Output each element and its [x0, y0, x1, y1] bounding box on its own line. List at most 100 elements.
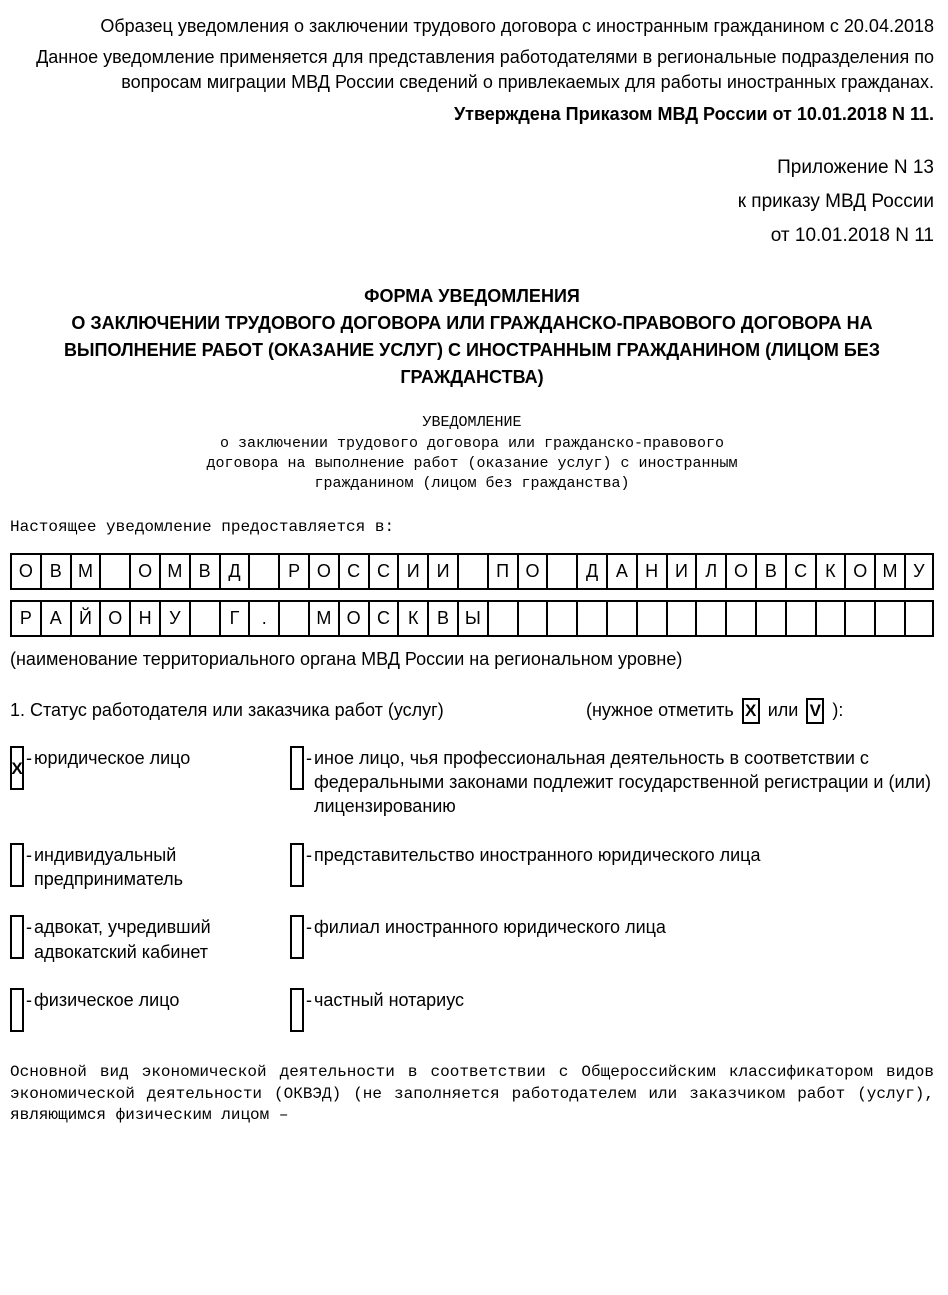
- grid-cell: Й: [70, 600, 100, 637]
- grid-cell: Д: [219, 553, 249, 590]
- grid-cell: [278, 600, 308, 637]
- grid-cell: М: [159, 553, 189, 590]
- grid-cell: [487, 600, 517, 637]
- footer-text: Основной вид экономической деятельности …: [10, 1062, 934, 1127]
- status-left: -индивидуальный предприниматель: [10, 843, 290, 892]
- grid-cell: [546, 600, 576, 637]
- sub-title: УВЕДОМЛЕНИЕ о заключении трудового догов…: [10, 413, 934, 494]
- grid-cell: О: [725, 553, 755, 590]
- status-right: -представительство иностранного юридичес…: [290, 843, 934, 887]
- grid-cell: М: [874, 553, 904, 590]
- status-right-label: -представительство иностранного юридичес…: [306, 843, 761, 867]
- grid-cell: С: [368, 553, 398, 590]
- form-title-l2: О ЗАКЛЮЧЕНИИ ТРУДОВОГО ДОГОВОРА ИЛИ ГРАЖ…: [10, 310, 934, 391]
- grid-cell: М: [70, 553, 100, 590]
- grid-cell: Н: [129, 600, 159, 637]
- grid-cell: Д: [576, 553, 606, 590]
- appendix-l2: к приказу МВД России: [10, 185, 934, 219]
- form-title: ФОРМА УВЕДОМЛЕНИЯ О ЗАКЛЮЧЕНИИ ТРУДОВОГО…: [10, 283, 934, 391]
- grid-cell: К: [815, 553, 845, 590]
- status-checkbox[interactable]: [290, 988, 304, 1032]
- status-left: X-юридическое лицо: [10, 746, 290, 790]
- status-right-label: -частный нотариус: [306, 988, 464, 1012]
- status-right: -филиал иностранного юридического лица: [290, 915, 934, 959]
- status-row: -физическое лицо -частный нотариус: [10, 988, 934, 1032]
- status-checkbox[interactable]: [10, 988, 24, 1032]
- mark-v-sample: V: [806, 698, 824, 724]
- cell-row-2: РАЙОНУГ.МОСКВЫ: [10, 600, 934, 637]
- grid-cell: [606, 600, 636, 637]
- section-1-label: 1. Статус работодателя или заказчика раб…: [10, 698, 934, 724]
- header-line-1: Образец уведомления о заключении трудово…: [10, 14, 934, 39]
- status-right-label: -филиал иностранного юридического лица: [306, 915, 666, 939]
- status-checkbox[interactable]: [290, 915, 304, 959]
- grid-cell: [874, 600, 904, 637]
- section-1-hint: (нужное отметить: [586, 698, 734, 723]
- grid-caption: (наименование территориального органа МВ…: [10, 647, 934, 672]
- grid-cell: О: [517, 553, 547, 590]
- grid-cell: М: [308, 600, 338, 637]
- sub-title-l2: о заключении трудового договора или граж…: [10, 434, 934, 454]
- status-row: -индивидуальный предприниматель -представ…: [10, 843, 934, 892]
- grid-cell: [695, 600, 725, 637]
- grid-cell: А: [606, 553, 636, 590]
- grid-cell: К: [397, 600, 427, 637]
- status-grid: X-юридическое лицо -иное лицо, чья профес…: [10, 746, 934, 1032]
- grid-cell: .: [248, 600, 278, 637]
- status-checkbox[interactable]: [290, 746, 304, 790]
- grid-cell: [785, 600, 815, 637]
- grid-cell: Ы: [457, 600, 487, 637]
- grid-cell: И: [397, 553, 427, 590]
- cell-row-1: ОВМОМВДРОССИИПОДАНИЛОВСКОМУ: [10, 553, 934, 590]
- grid-cell: О: [844, 553, 874, 590]
- grid-cell: И: [666, 553, 696, 590]
- status-left-label: -физическое лицо: [26, 988, 179, 1012]
- grid-cell: П: [487, 553, 517, 590]
- status-left-label: -юридическое лицо: [26, 746, 190, 770]
- grid-cell: У: [159, 600, 189, 637]
- sub-title-l1: УВЕДОМЛЕНИЕ: [10, 413, 934, 433]
- intro-text: Настоящее уведомление предоставляется в:: [10, 516, 934, 538]
- grid-cell: О: [99, 600, 129, 637]
- status-row: -адвокат, учредивший адвокатский кабинет…: [10, 915, 934, 964]
- appendix-l1: Приложение N 13: [10, 151, 934, 185]
- status-right: -частный нотариус: [290, 988, 934, 1032]
- grid-cell: [457, 553, 487, 590]
- grid-cell: [99, 553, 129, 590]
- grid-cell: Г: [219, 600, 249, 637]
- header-line-2: Данное уведомление применяется для предс…: [10, 45, 934, 95]
- grid-cell: С: [785, 553, 815, 590]
- grid-cell: [248, 553, 278, 590]
- grid-cell: [844, 600, 874, 637]
- mark-x-sample: X: [742, 698, 760, 724]
- status-checkbox[interactable]: [10, 843, 24, 887]
- status-row: X-юридическое лицо -иное лицо, чья профес…: [10, 746, 934, 819]
- section-1-close: ):: [832, 698, 843, 723]
- status-checkbox[interactable]: X: [10, 746, 24, 790]
- status-left: -физическое лицо: [10, 988, 290, 1032]
- grid-cell: [815, 600, 845, 637]
- status-checkbox[interactable]: [290, 843, 304, 887]
- grid-cell: [755, 600, 785, 637]
- grid-cell: Р: [10, 600, 40, 637]
- grid-cell: А: [40, 600, 70, 637]
- grid-cell: В: [427, 600, 457, 637]
- section-1-text: 1. Статус работодателя или заказчика раб…: [10, 698, 520, 723]
- appendix-l3: от 10.01.2018 N 11: [10, 219, 934, 253]
- grid-cell: [517, 600, 547, 637]
- grid-cell: О: [338, 600, 368, 637]
- status-right-label: -иное лицо, чья профессиональная деятель…: [306, 746, 934, 819]
- sub-title-l3: договора на выполнение работ (оказание у…: [10, 454, 934, 474]
- grid-cell: [576, 600, 606, 637]
- grid-cell: С: [368, 600, 398, 637]
- grid-cell: У: [904, 553, 934, 590]
- grid-cell: В: [755, 553, 785, 590]
- grid-cell: Р: [278, 553, 308, 590]
- grid-cell: О: [10, 553, 40, 590]
- status-right: -иное лицо, чья профессиональная деятель…: [290, 746, 934, 819]
- status-checkbox[interactable]: [10, 915, 24, 959]
- status-left-label: -индивидуальный предприниматель: [26, 843, 290, 892]
- status-left: -адвокат, учредивший адвокатский кабинет: [10, 915, 290, 964]
- grid-cell: В: [189, 553, 219, 590]
- grid-cell: О: [308, 553, 338, 590]
